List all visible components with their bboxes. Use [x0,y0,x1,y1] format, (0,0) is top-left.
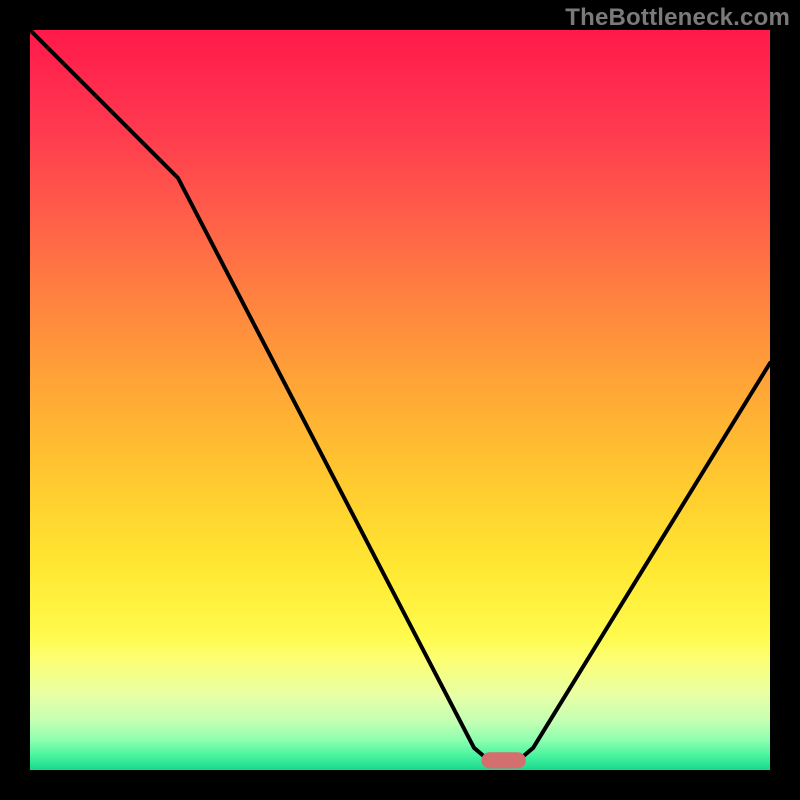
chart-overlay [30,30,770,770]
bottleneck-curve [30,30,770,760]
optimum-marker [481,752,525,768]
watermark-text: TheBottleneck.com [565,4,790,32]
plot-area [30,30,770,770]
chart-frame: TheBottleneck.com [0,0,800,800]
